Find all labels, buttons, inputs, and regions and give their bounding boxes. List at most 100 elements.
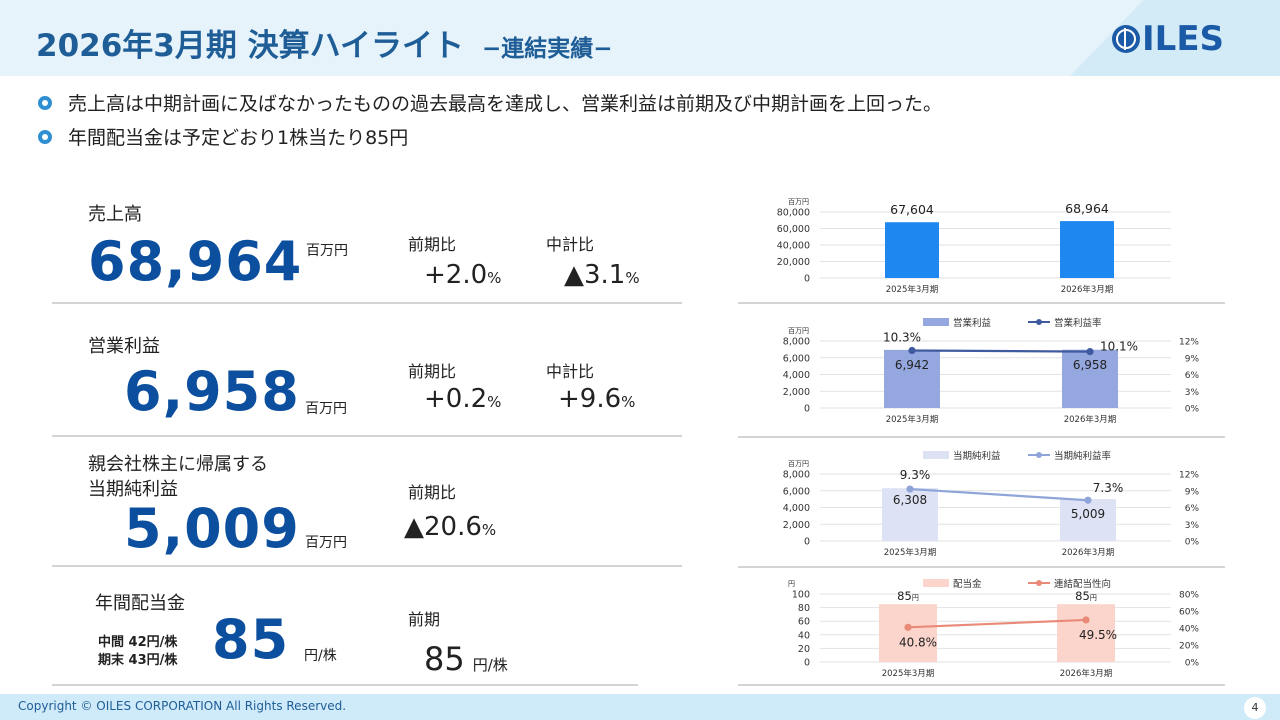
net-yoy-number: ▲20.6: [404, 512, 482, 542]
x-tick-label: 2026年3月期: [1064, 414, 1117, 425]
op-unit: 百万円: [305, 401, 347, 417]
y2-tick-label: 9%: [1185, 354, 1200, 364]
logo-text: ILES: [1142, 19, 1225, 59]
legend-bar-label: 配当金: [953, 578, 982, 590]
y2-tick-label: 0%: [1185, 405, 1200, 415]
divider: [738, 436, 1225, 438]
y-tick-label: 80: [798, 603, 810, 614]
y-tick-label: 0: [804, 404, 810, 415]
bar-value-label: 6,942: [895, 358, 929, 372]
legend-bar-swatch: [923, 451, 949, 459]
y2-tick-label: 0%: [1185, 538, 1200, 548]
y-tick-label: 100: [792, 590, 810, 601]
bar: [885, 222, 939, 278]
series-line: [911, 349, 1091, 353]
line-value-label: 49.5%: [1079, 628, 1117, 642]
bar: [1060, 499, 1116, 541]
legend-line-label: 営業利益率: [1054, 317, 1102, 329]
op-plan-label: 中計比: [546, 362, 595, 381]
bar: [879, 604, 937, 662]
page-number: 4: [1244, 697, 1266, 719]
x-tick-label: 2025年3月期: [886, 284, 939, 295]
pct-sign: %: [481, 521, 497, 539]
bar-value-label: 5,009: [1071, 507, 1105, 521]
div-value: 85: [212, 608, 290, 671]
divider: [52, 565, 682, 567]
y2-tick-label: 6%: [1185, 371, 1200, 381]
op-yoy-value: +0.2%: [424, 384, 501, 414]
bar-value-label: 6,308: [893, 493, 927, 507]
sales-unit: 百万円: [306, 243, 348, 259]
unit-label: 円: [788, 580, 795, 588]
footer-band: [0, 694, 1280, 720]
company-logo: ILES: [1112, 19, 1224, 59]
legend-line-label: 連結配当性向: [1054, 578, 1111, 590]
bar: [1057, 604, 1115, 662]
y2-tick-label: 12%: [1179, 338, 1199, 348]
y2-tick-label: 3%: [1185, 388, 1200, 398]
sales-chart: 百万円 80,000 60,000 40,000 20,000 0 2025年3月期 2026…: [777, 198, 1171, 295]
net-label-line1: 親会社株主に帰属する: [88, 454, 268, 475]
copyright-text: Copyright © OILES CORPORATION All Rights…: [18, 699, 347, 713]
y-tick-label: 40,000: [777, 241, 810, 252]
legend-line-marker: [1036, 319, 1042, 325]
legend-bar-swatch: [923, 579, 949, 587]
sales-plan-number: ▲3.1: [564, 260, 626, 290]
unit-label: 百万円: [788, 198, 809, 206]
net-unit: 百万円: [305, 535, 347, 551]
div-label: 年間配当金: [95, 593, 185, 614]
line-value-label: 40.8%: [899, 635, 937, 649]
div-prev-value: 85 円/株: [424, 640, 508, 678]
bullet-item: 売上高は中期計画に及ばなかったものの過去最高を達成し、営業利益は前期及び中期計画…: [38, 89, 942, 116]
pct-sign: %: [487, 269, 502, 287]
header-band: [0, 0, 1280, 76]
sales-plan-value: ▲3.1%: [564, 260, 640, 290]
x-tick-label: 2025年3月期: [882, 668, 935, 679]
sales-yoy-label: 前期比: [408, 235, 457, 254]
net-value: 5,009: [124, 497, 300, 560]
divider: [52, 302, 682, 304]
y-tick-label: 4,000: [783, 370, 810, 381]
bar-value-unit: 円: [912, 594, 919, 602]
divider: [52, 435, 682, 437]
unit-label: 百万円: [788, 327, 809, 335]
line-value-label: 10.3%: [883, 330, 921, 344]
y-tick-label: 20: [798, 644, 810, 655]
page-title: 2026年3月期 決算ハイライト −連結実績−: [36, 20, 613, 65]
x-tick-label: 2026年3月期: [1062, 547, 1115, 558]
y-tick-label: 60: [798, 617, 810, 628]
y-tick-label: 60,000: [777, 224, 810, 235]
bullet-icon: [38, 95, 52, 110]
y-tick-label: 0: [804, 658, 810, 669]
globe-icon: [1112, 25, 1140, 53]
div-prev-unit: 円/株: [472, 656, 508, 674]
bullet-text: 売上高は中期計画に及ばなかったものの過去最高を達成し、営業利益は前期及び中期計画…: [68, 93, 943, 115]
divider: [52, 684, 638, 686]
legend-bar-swatch: [923, 318, 949, 326]
bullet-icon: [38, 129, 52, 144]
bar: [1060, 221, 1114, 278]
legend-bar-label: 営業利益: [953, 317, 992, 329]
legend-line-marker: [1036, 452, 1042, 458]
net-yoy-label: 前期比: [408, 483, 457, 502]
series-line: [909, 487, 1089, 502]
div-prev-number: 85: [424, 640, 465, 678]
bullet-item: 年間配当金は予定どおり1株当たり85円: [38, 123, 408, 150]
y2-tick-label: 40%: [1179, 625, 1199, 635]
y-tick-label: 40: [798, 630, 810, 641]
sales-plan-label: 中計比: [546, 235, 595, 254]
line-point: [1084, 496, 1092, 504]
page-subtitle: −連結実績−: [482, 36, 613, 62]
op-plan-value: +9.6%: [558, 384, 635, 414]
net-yoy-value: ▲20.6%: [404, 512, 496, 542]
line-point: [906, 485, 914, 493]
sales-yoy-value: +2.0%: [424, 260, 501, 290]
bar-value-label: 85円: [1075, 589, 1097, 603]
legend-line-label: 当期純利益率: [1054, 450, 1112, 462]
y2-tick-label: 0%: [1185, 659, 1200, 669]
y-tick-label: 6,000: [783, 486, 810, 497]
y-tick-label: 20,000: [777, 257, 810, 268]
x-tick-label: 2026年3月期: [1061, 284, 1114, 295]
y2-tick-label: 12%: [1179, 471, 1199, 481]
op-yoy-label: 前期比: [408, 362, 457, 381]
